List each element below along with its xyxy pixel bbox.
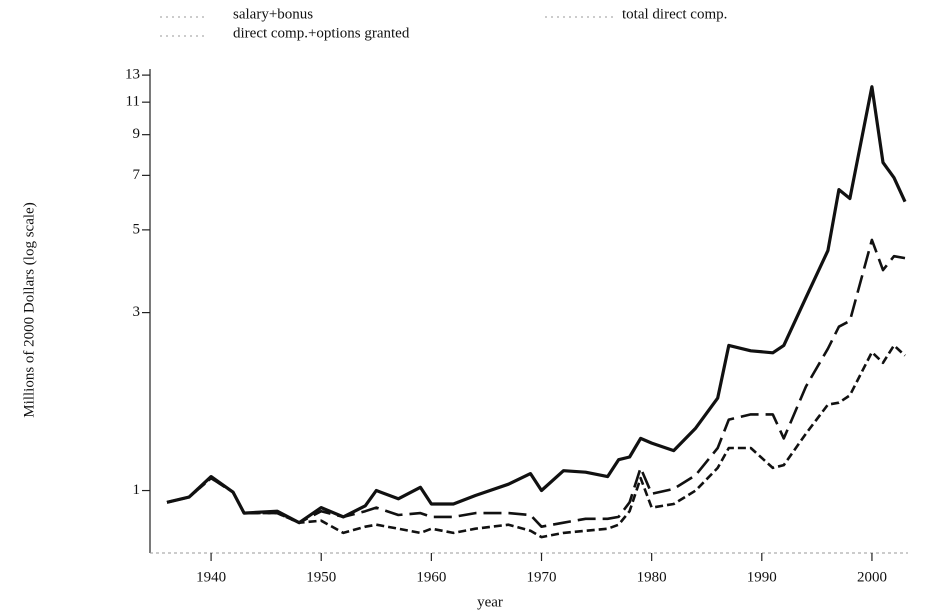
y-tick-label: 7 — [133, 167, 141, 183]
y-tick-label: 13 — [125, 67, 140, 83]
x-tick-label: 1970 — [527, 569, 557, 585]
series-line — [166, 85, 907, 525]
x-tick-label: 2000 — [857, 569, 887, 585]
y-tick-label: 5 — [133, 221, 141, 237]
x-tick-label: 1990 — [747, 569, 777, 585]
x-tick-label: 1960 — [416, 569, 446, 585]
x-tick-label: 1950 — [306, 569, 336, 585]
legend-label: direct comp.+options granted — [233, 25, 410, 41]
y-tick-label: 3 — [133, 304, 141, 320]
y-tick-label: 11 — [126, 94, 140, 110]
series-line — [166, 238, 906, 528]
y-tick-label: 9 — [133, 126, 141, 142]
x-tick-label: 1940 — [196, 569, 226, 585]
x-tick-label: 1980 — [637, 569, 667, 585]
series-line — [166, 344, 906, 539]
y-axis-label: Millions of 2000 Dollars (log scale) — [21, 202, 37, 417]
legend-label: total direct comp. — [622, 6, 727, 22]
y-tick-label: 1 — [133, 482, 141, 498]
x-axis-label: year — [477, 594, 503, 610]
legend-label: salary+bonus — [233, 6, 313, 22]
